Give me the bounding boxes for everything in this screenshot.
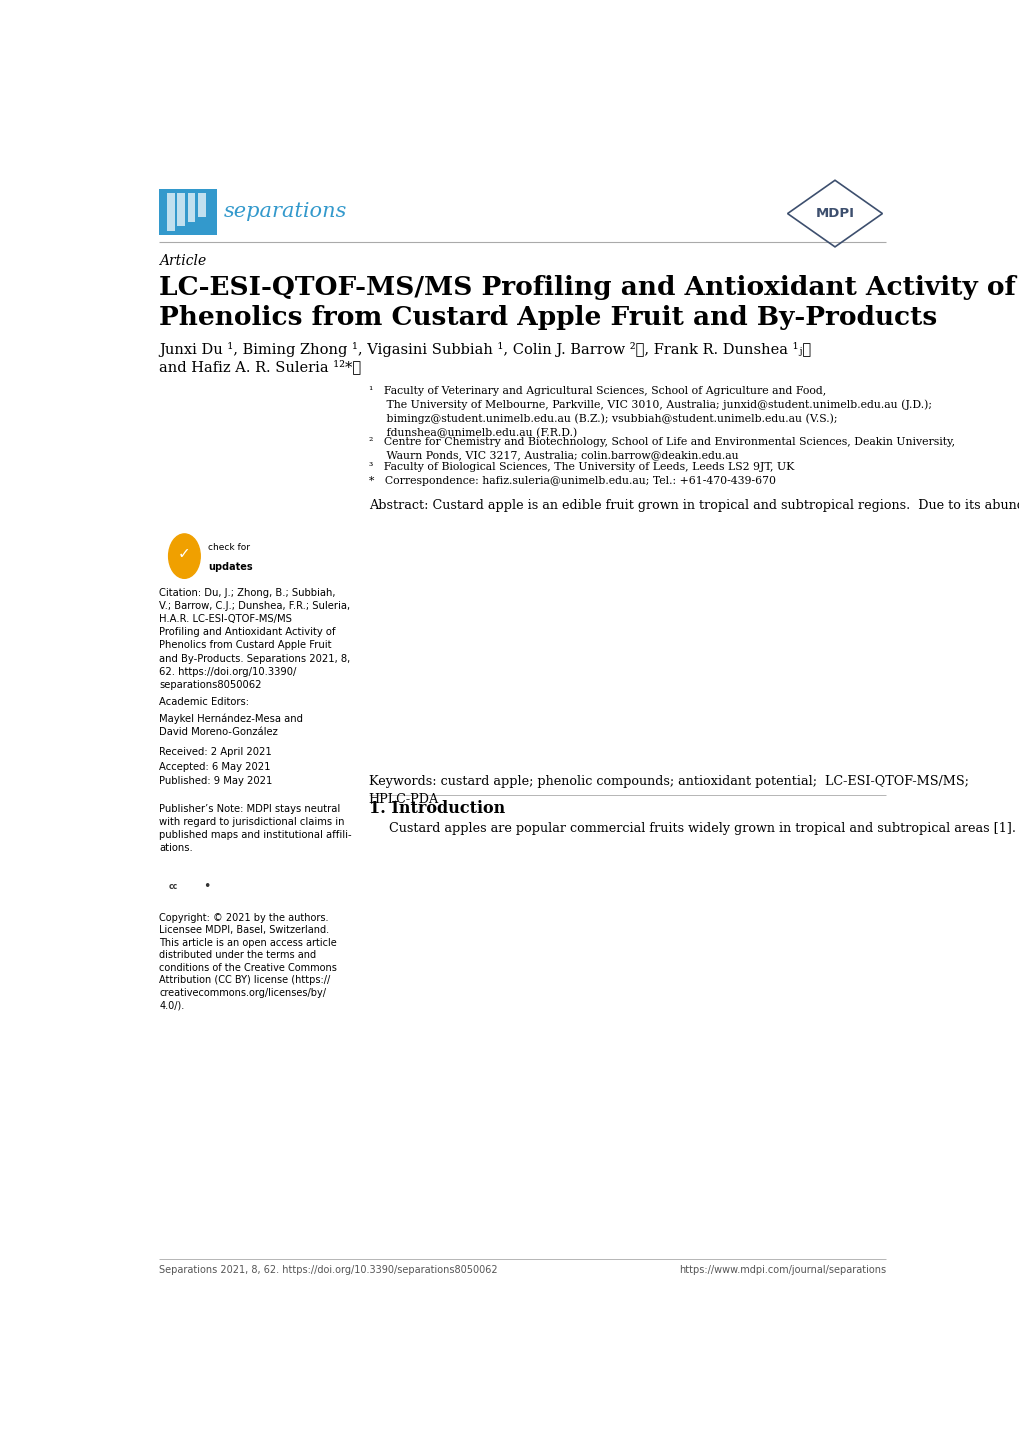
FancyBboxPatch shape [187,193,196,222]
Text: Citation: Du, J.; Zhong, B.; Subbiah,
V.; Barrow, C.J.; Dunshea, F.R.; Suleria,
: Citation: Du, J.; Zhong, B.; Subbiah, V.… [159,588,351,689]
Text: Abstract: Custard apple is an edible fruit grown in tropical and subtropical reg: Abstract: Custard apple is an edible fru… [368,499,1019,512]
Text: Accepted: 6 May 2021: Accepted: 6 May 2021 [159,761,270,771]
Text: Publisher’s Note: MDPI stays neutral
with regard to jurisdictional claims in
pub: Publisher’s Note: MDPI stays neutral wit… [159,803,352,852]
FancyBboxPatch shape [159,189,217,235]
Text: Keywords: custard apple; phenolic compounds; antioxidant potential;  LC-ESI-QTOF: Keywords: custard apple; phenolic compou… [368,774,967,806]
Text: MDPI: MDPI [815,208,854,221]
Text: updates: updates [208,562,253,572]
Text: Received: 2 April 2021: Received: 2 April 2021 [159,747,272,757]
Text: Junxi Du ¹, Biming Zhong ¹, Vigasini Subbiah ¹, Colin J. Barrow ²ⓘ, Frank R. Dun: Junxi Du ¹, Biming Zhong ¹, Vigasini Sub… [159,342,810,356]
Text: separations: separations [224,202,347,221]
Text: and Hafiz A. R. Suleria ¹²*ⓘ: and Hafiz A. R. Suleria ¹²*ⓘ [159,359,361,375]
Text: •: • [203,881,210,894]
Text: ²   Centre for Chemistry and Biotechnology, School of Life and Environmental Sci: ² Centre for Chemistry and Biotechnology… [368,437,954,460]
Text: Separations 2021, 8, 62. https://doi.org/10.3390/separations8050062: Separations 2021, 8, 62. https://doi.org… [159,1265,497,1275]
FancyBboxPatch shape [177,193,185,226]
FancyBboxPatch shape [198,193,206,218]
Text: *   Correspondence: hafiz.suleria@unimelb.edu.au; Tel.: +61-470-439-670: * Correspondence: hafiz.suleria@unimelb.… [368,476,774,486]
Text: ¹   Faculty of Veterinary and Agricultural Sciences, School of Agriculture and F: ¹ Faculty of Veterinary and Agricultural… [368,386,930,438]
Text: cc: cc [168,883,177,891]
Text: Published: 9 May 2021: Published: 9 May 2021 [159,776,272,786]
Text: ✓: ✓ [178,547,191,561]
Text: ³   Faculty of Biological Sciences, The University of Leeds, Leeds LS2 9JT, UK: ³ Faculty of Biological Sciences, The Un… [368,461,793,472]
Text: https://www.mdpi.com/journal/separations: https://www.mdpi.com/journal/separations [679,1265,886,1275]
Text: check for: check for [208,542,250,552]
FancyBboxPatch shape [167,193,175,231]
Text: Article: Article [159,254,206,268]
Text: LC-ESI-QTOF-MS/MS Profiling and Antioxidant Activity of
Phenolics from Custard A: LC-ESI-QTOF-MS/MS Profiling and Antioxid… [159,275,1015,330]
Circle shape [168,534,200,578]
Text: Copyright: © 2021 by the authors.
Licensee MDPI, Basel, Switzerland.
This articl: Copyright: © 2021 by the authors. Licens… [159,913,336,1011]
Text: Academic Editors:: Academic Editors: [159,696,249,707]
Text: Maykel Hernández-Mesa and
David Moreno-González: Maykel Hernández-Mesa and David Moreno-G… [159,714,303,737]
Text: 1. Introduction: 1. Introduction [368,800,504,818]
Text: Custard apples are popular commercial fruits widely grown in tropical and subtro: Custard apples are popular commercial fr… [368,822,1019,835]
